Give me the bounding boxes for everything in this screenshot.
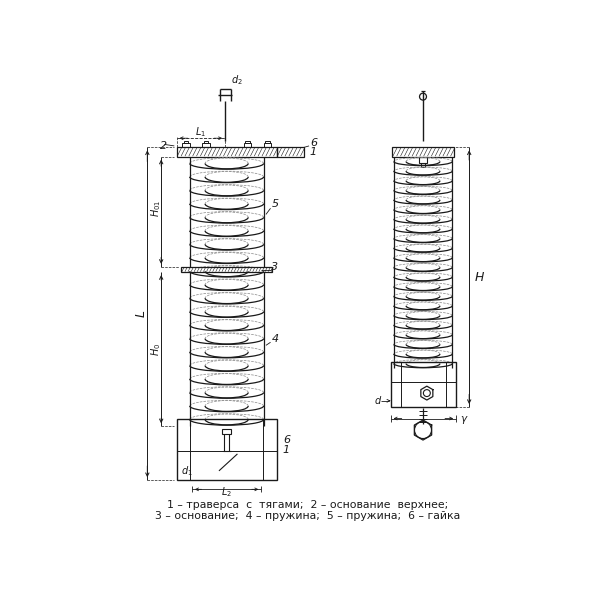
Bar — [263, 143, 271, 148]
Text: 5: 5 — [271, 199, 278, 209]
Text: $d_2$: $d_2$ — [231, 73, 243, 86]
Bar — [421, 163, 425, 167]
Bar — [181, 267, 272, 272]
Text: 3: 3 — [271, 262, 278, 272]
Bar — [176, 419, 277, 480]
Bar — [277, 148, 304, 157]
Text: $L_1$: $L_1$ — [195, 125, 206, 139]
Text: $L_2$: $L_2$ — [221, 485, 232, 499]
Text: 2: 2 — [160, 141, 167, 151]
Bar — [202, 143, 210, 148]
Bar — [245, 140, 250, 143]
Text: 1 – траверса  с  тягами;  2 – основание  верхнее;: 1 – траверса с тягами; 2 – основание вер… — [167, 500, 448, 510]
Text: 3 – основание;  4 – пружина;  5 – пружина;  6 – гайка: 3 – основание; 4 – пружина; 5 – пружина;… — [155, 511, 460, 521]
Text: 1: 1 — [283, 445, 290, 455]
Bar — [222, 429, 231, 434]
Bar — [392, 148, 454, 157]
Bar — [184, 140, 188, 143]
Bar — [203, 140, 208, 143]
Text: $H_{01}$: $H_{01}$ — [149, 200, 163, 217]
Bar — [419, 157, 427, 163]
Text: 4: 4 — [271, 334, 278, 343]
Text: 1: 1 — [310, 147, 317, 157]
Bar — [176, 148, 277, 157]
Text: $\gamma$: $\gamma$ — [460, 413, 469, 425]
Text: $H$: $H$ — [474, 271, 485, 284]
Text: $L$: $L$ — [136, 310, 148, 318]
Text: 6: 6 — [283, 435, 290, 445]
Text: $H_0$: $H_0$ — [149, 343, 163, 356]
Bar — [244, 143, 251, 148]
Text: $d$: $d$ — [374, 394, 382, 406]
Text: 6: 6 — [310, 138, 317, 148]
Bar — [391, 362, 456, 407]
Text: $d_1$: $d_1$ — [181, 464, 193, 478]
Bar — [182, 143, 190, 148]
Bar — [265, 140, 270, 143]
